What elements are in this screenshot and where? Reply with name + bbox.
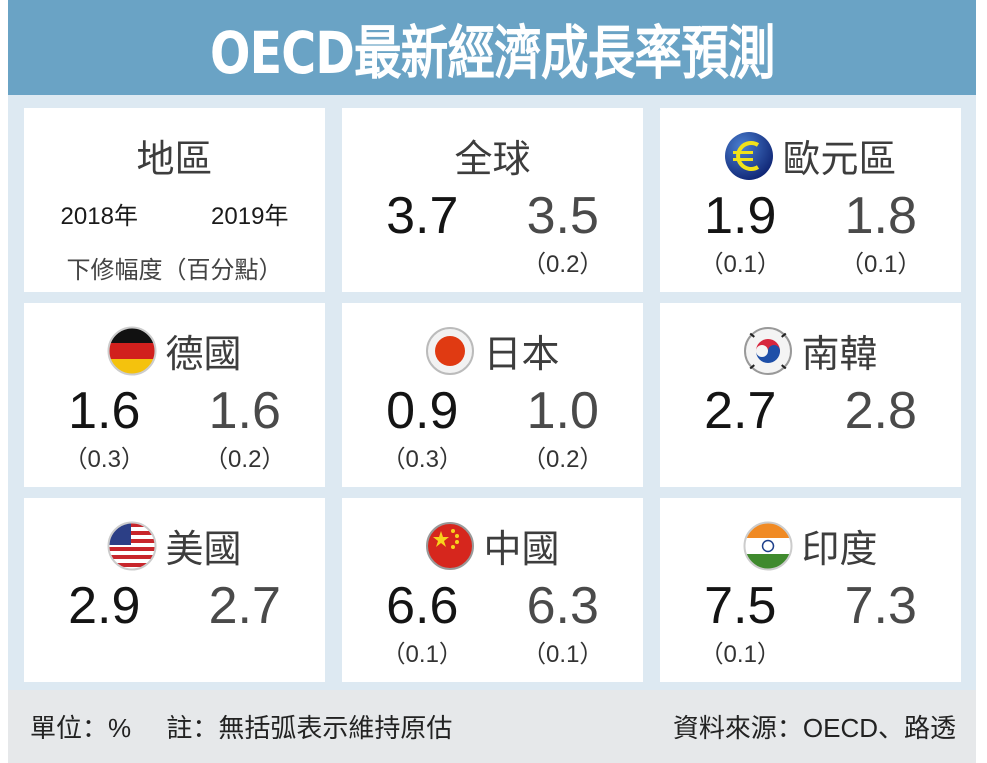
euro-icon: [725, 131, 774, 180]
region-name: 中國: [483, 529, 560, 571]
cut-2018: （0.1）: [699, 251, 781, 278]
region-header: 德國: [24, 323, 325, 378]
region-cell-south-korea: 南韓 2.7 2.8: [660, 303, 961, 487]
region-cell-japan: 日本 0.9 1.0 （0.3） （0.2）: [342, 303, 643, 487]
region-header: 全球: [342, 128, 643, 183]
region-header: 印度: [660, 518, 961, 573]
value-2018: 2.7: [704, 382, 777, 440]
value-2019: 3.5: [526, 187, 599, 245]
region-cell-china: 中國 6.6 6.3 （0.1） （0.1）: [342, 498, 643, 682]
value-2018: 7.5: [704, 577, 777, 635]
title-bar: OECD最新經濟成長率預測: [8, 0, 976, 95]
korea-flag-icon: [744, 326, 793, 375]
value-2018: 3.7: [386, 187, 459, 245]
value-2018: 1.9: [704, 187, 777, 245]
value-2019: 2.7: [208, 577, 281, 635]
cut-2019: （0.1）: [522, 641, 604, 668]
region-cuts: （0.2）: [342, 250, 643, 280]
value-2018: 0.9: [386, 382, 459, 440]
value-2019: 1.8: [844, 187, 917, 245]
region-cuts: （0.1）: [660, 640, 961, 670]
region-name: 歐元區: [782, 139, 897, 181]
source-label: 資料來源：OECD、路透: [672, 713, 956, 743]
note-label: 註：無括弧表示維持原估: [166, 713, 453, 743]
value-2019: 1.0: [526, 382, 599, 440]
legend-header: 地區: [136, 139, 213, 181]
cut-2018: （0.3）: [381, 446, 463, 473]
cut-2019: （0.2）: [522, 251, 604, 278]
region-name: 德國: [165, 334, 242, 376]
china-flag-icon: [426, 521, 475, 570]
cut-2018: （0.1）: [699, 641, 781, 668]
region-header: 美國: [24, 518, 325, 573]
region-name: 南韓: [801, 334, 878, 376]
region-header: 歐元區: [660, 128, 961, 183]
region-values: 1.6 1.6: [24, 381, 325, 441]
legend-year-2018: 2018年: [60, 203, 138, 230]
india-flag-icon: [743, 521, 793, 570]
legend-years: 2018年 2019年: [24, 196, 325, 231]
region-cell-germany: 德國 1.6 1.6 （0.3） （0.2）: [24, 303, 325, 487]
cut-2018: （0.1）: [381, 641, 463, 668]
region-cuts: （0.3） （0.2）: [342, 445, 643, 475]
region-name: 日本: [483, 334, 560, 376]
page-title: OECD最新經濟成長率預測: [209, 18, 776, 87]
cut-2019: （0.1）: [840, 251, 922, 278]
region-values: 6.6 6.3: [342, 576, 643, 636]
cut-2019: （0.2）: [522, 446, 604, 473]
japan-flag-icon: [426, 326, 475, 375]
forecast-grid: 地區 2018年 2019年 下修幅度（百分點） 全球 3.7 3.5 （0.2…: [24, 108, 962, 682]
legend-year-2019: 2019年: [211, 203, 289, 230]
footer-notes: 單位：% 註：無括弧表示維持原估: [30, 708, 480, 745]
legend-note: 下修幅度（百分點）: [66, 257, 283, 284]
value-2019: 1.6: [208, 382, 281, 440]
value-2019: 6.3: [526, 577, 599, 635]
region-cell-global: 全球 3.7 3.5 （0.2）: [342, 108, 643, 292]
region-name: 全球: [454, 139, 531, 181]
cut-2019: [811, 640, 962, 670]
region-values: 2.9 2.7: [24, 576, 325, 636]
region-cuts: （0.1） （0.1）: [342, 640, 643, 670]
region-values: 0.9 1.0: [342, 381, 643, 441]
value-2018: 2.9: [68, 577, 141, 635]
value-2019: 2.8: [844, 382, 917, 440]
cut-2019: （0.2）: [204, 446, 286, 473]
region-header: 南韓: [660, 323, 961, 378]
region-header: 日本: [342, 323, 643, 378]
region-values: 2.7 2.8: [660, 381, 961, 441]
unit-label: 單位：%: [30, 713, 132, 743]
region-name: 美國: [165, 529, 242, 571]
value-2018: 6.6: [386, 577, 459, 635]
cut-2018: [342, 250, 493, 280]
region-name: 印度: [801, 529, 878, 571]
region-values: 7.5 7.3: [660, 576, 961, 636]
region-values: 1.9 1.8: [660, 186, 961, 246]
legend-cell: 地區 2018年 2019年 下修幅度（百分點）: [24, 108, 325, 292]
region-cell-usa: 美國 2.9 2.7: [24, 498, 325, 682]
usa-flag-icon: [107, 521, 157, 570]
region-cuts: （0.3） （0.2）: [24, 445, 325, 475]
value-2019: 7.3: [844, 577, 917, 635]
region-values: 3.7 3.5: [342, 186, 643, 246]
footer: 單位：% 註：無括弧表示維持原估 資料來源：OECD、路透: [8, 690, 976, 763]
region-header: 中國: [342, 518, 643, 573]
region-cuts: （0.1） （0.1）: [660, 250, 961, 280]
germany-flag-icon: [107, 326, 157, 375]
value-2018: 1.6: [68, 382, 141, 440]
region-cell-india: 印度 7.5 7.3 （0.1）: [660, 498, 961, 682]
cut-2018: （0.3）: [63, 446, 145, 473]
region-cell-eurozone: 歐元區 1.9 1.8 （0.1） （0.1）: [660, 108, 961, 292]
